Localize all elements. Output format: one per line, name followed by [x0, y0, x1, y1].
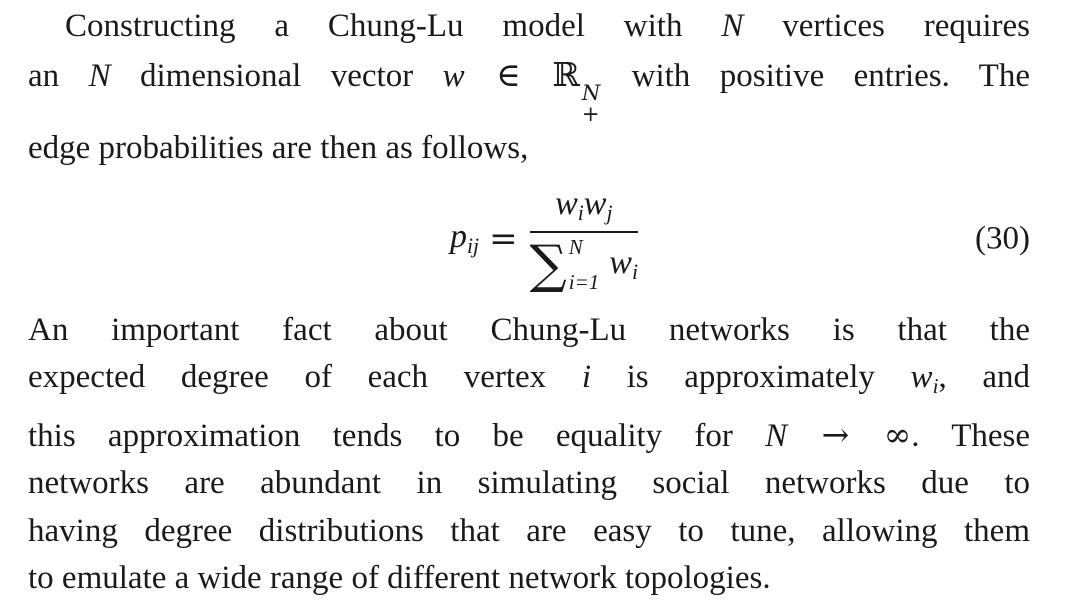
text-segment: to emulate a wide range of different net…	[28, 560, 771, 597]
text-line: an N dimensional vector w ∈ ℝ N + with pos…	[28, 51, 1030, 126]
text-segment: edge probabilities are then as follows,	[28, 130, 529, 167]
subscript: i	[932, 374, 939, 399]
text-segment: N	[721, 8, 744, 44]
text-segment: dimensional vector	[110, 57, 443, 94]
text-segment: networks are abundant in simulating soci…	[28, 465, 1030, 502]
subscript: +	[581, 101, 600, 126]
text-segment: ℝ N +	[552, 54, 601, 126]
fraction-bar	[529, 230, 638, 233]
w-subscript-j: j	[606, 200, 613, 225]
text-segment: → ∞	[787, 414, 912, 454]
equation-number: (30)	[975, 219, 1030, 256]
text-line: edge probabilities are then as follows,	[28, 125, 1030, 173]
text-line: An important fact about Chung-Lu network…	[28, 307, 1030, 355]
fraction: wiwj ∑ N i=1 wi	[529, 185, 638, 293]
sum-upper-limit: N	[568, 234, 583, 259]
text-segment: ∈	[464, 54, 553, 94]
w-symbol: w	[555, 184, 578, 222]
text-segment: this approximation tends to be equality …	[28, 417, 766, 454]
fraction-denominator: ∑ N i=1 wi	[530, 233, 638, 293]
text-segment: Constructing a Chung-Lu model with	[65, 8, 722, 44]
w-symbol: w	[583, 184, 607, 222]
text-line: having degree distributions that are eas…	[28, 508, 1030, 556]
text-segment: N	[765, 417, 788, 454]
sum-lower-limit: i=1	[568, 269, 600, 294]
text-segment: having degree distributions that are eas…	[28, 512, 1030, 549]
text-segment: wi	[910, 359, 939, 399]
text-line: networks are abundant in simulating soci…	[28, 460, 1030, 508]
w-subscript-i: i	[577, 200, 584, 225]
summation-icon: ∑	[529, 234, 567, 295]
fraction-numerator: wiwj	[545, 185, 622, 231]
text-segment: is approximately	[590, 359, 911, 396]
text-segment: w	[442, 57, 465, 94]
text-line: this approximation tends to be equality …	[28, 411, 1030, 461]
superscript: N	[581, 80, 601, 105]
text-segment: with positive entries. The	[602, 57, 1030, 94]
denominator-term: wi	[609, 243, 638, 284]
text-line: Constructing a Chung-Lu model with N ver…	[28, 3, 1030, 51]
equation-lhs: pij	[450, 217, 480, 258]
supsub-stack: N +	[581, 80, 601, 126]
text-line: to emulate a wide range of different net…	[28, 555, 1030, 603]
w-symbol: w	[609, 243, 632, 281]
text-segment: . These	[911, 417, 1030, 454]
paragraph-intro: Constructing a Chung-Lu model with N ver…	[28, 3, 1030, 173]
text-segment: An important fact about Chung-Lu network…	[28, 311, 1030, 348]
w-subscript-i: i	[631, 259, 638, 284]
text-segment: an	[28, 57, 89, 94]
text-line: expected degree of each vertex i is appr…	[28, 354, 1030, 410]
text-segment: , and	[938, 359, 1030, 396]
text-segment: i	[581, 359, 591, 396]
text-segment: vertices requires	[743, 8, 1030, 44]
summation-limits: N i=1	[568, 234, 600, 294]
p-subscript: ij	[467, 233, 480, 258]
paragraph-discussion: An important fact about Chung-Lu network…	[28, 307, 1030, 603]
text-segment: expected degree of each vertex	[28, 359, 582, 396]
equals-sign: =	[489, 218, 518, 259]
p-symbol: p	[450, 217, 468, 255]
text-segment: N	[88, 57, 111, 94]
equation-30: pij = wiwj ∑ N i=1 wi	[450, 185, 638, 293]
equation-block: pij = wiwj ∑ N i=1 wi (30)	[28, 185, 1030, 293]
